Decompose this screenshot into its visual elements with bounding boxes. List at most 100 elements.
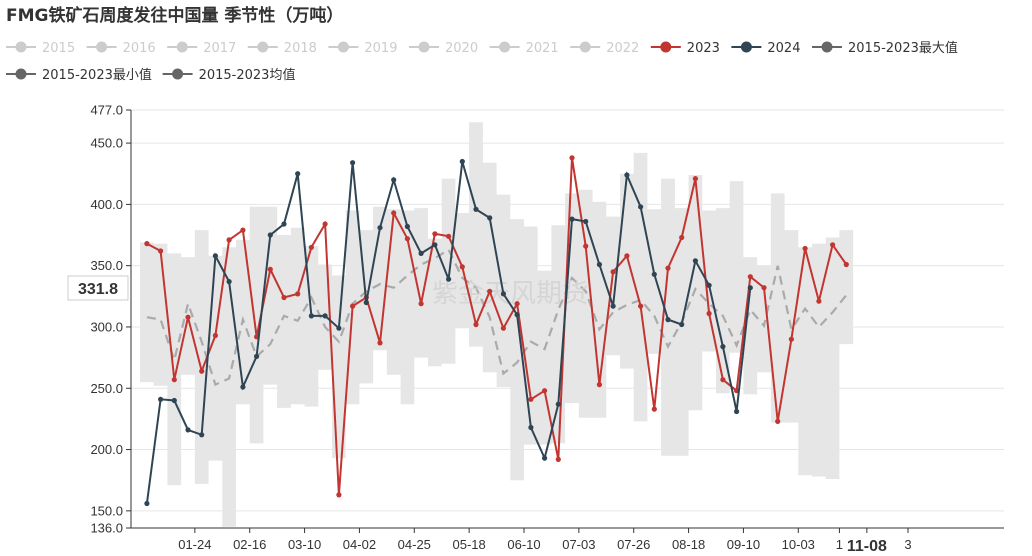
series-2023-point[interactable] bbox=[692, 176, 699, 182]
series-2024-point[interactable] bbox=[363, 299, 369, 306]
legend-item-2019[interactable]: 2019 bbox=[328, 41, 397, 56]
series-2023-point[interactable] bbox=[569, 155, 575, 161]
series-2023-point[interactable] bbox=[843, 261, 849, 268]
series-2023-point[interactable] bbox=[308, 244, 314, 250]
series-2023-point[interactable] bbox=[459, 264, 465, 270]
series-2023-point[interactable] bbox=[528, 396, 534, 402]
series-2024-point[interactable] bbox=[308, 313, 314, 319]
series-2023-point[interactable] bbox=[336, 492, 342, 498]
series-2023-point[interactable] bbox=[638, 303, 644, 309]
series-2023-point[interactable] bbox=[555, 456, 561, 462]
series-2024-point[interactable] bbox=[459, 158, 465, 165]
series-2024-point[interactable] bbox=[185, 427, 191, 433]
series-2023-point[interactable] bbox=[350, 303, 356, 309]
series-2024-point[interactable] bbox=[158, 396, 164, 402]
series-2023-point[interactable] bbox=[432, 231, 438, 237]
series-2024-point[interactable] bbox=[542, 455, 548, 461]
series-2023-point[interactable] bbox=[473, 321, 479, 328]
series-2024-point[interactable] bbox=[528, 424, 534, 431]
series-2023-point[interactable] bbox=[377, 340, 383, 346]
series-2024-point[interactable] bbox=[679, 321, 685, 328]
legend-item-2015-2023均值[interactable]: 2015-2023均值 bbox=[162, 67, 296, 83]
series-2024-point[interactable] bbox=[514, 312, 520, 318]
series-2023-point[interactable] bbox=[226, 237, 232, 243]
series-2024-point[interactable] bbox=[500, 291, 506, 297]
series-2024-point[interactable] bbox=[487, 215, 493, 221]
series-2023-point[interactable] bbox=[404, 236, 410, 242]
legend-item-2015[interactable]: 2015 bbox=[6, 41, 75, 56]
series-2023-point[interactable] bbox=[144, 241, 150, 247]
series-2023-point[interactable] bbox=[212, 332, 218, 339]
legend-item-2023[interactable]: 2023 bbox=[650, 41, 720, 56]
series-2023-point[interactable] bbox=[747, 274, 753, 280]
series-2023-point[interactable] bbox=[446, 233, 452, 239]
series-2023-point[interactable] bbox=[295, 291, 301, 297]
legend-item-2021[interactable]: 2021 bbox=[489, 41, 559, 56]
series-2024-point[interactable] bbox=[473, 206, 479, 212]
series-2024-point[interactable] bbox=[254, 353, 260, 359]
series-2024-point[interactable] bbox=[432, 242, 438, 248]
series-2023-point[interactable] bbox=[651, 406, 657, 412]
series-2023-point[interactable] bbox=[788, 336, 795, 342]
series-2024-point[interactable] bbox=[583, 218, 589, 225]
series-2024-point[interactable] bbox=[624, 172, 630, 178]
series-2023-point[interactable] bbox=[816, 298, 822, 304]
legend-item-2024[interactable]: 2024 bbox=[731, 41, 800, 56]
series-2024-point[interactable] bbox=[596, 261, 603, 268]
series-2024-point[interactable] bbox=[734, 408, 740, 415]
series-2024-point[interactable] bbox=[240, 384, 246, 390]
series-2024-point[interactable] bbox=[555, 401, 561, 407]
legend-item-2022[interactable]: 2022 bbox=[570, 41, 639, 56]
series-2024-point[interactable] bbox=[281, 221, 287, 227]
series-2023-point[interactable] bbox=[802, 245, 808, 252]
legend-item-2017[interactable]: 2017 bbox=[167, 41, 236, 56]
series-2023-point[interactable] bbox=[665, 265, 671, 271]
series-2023-point[interactable] bbox=[171, 377, 177, 383]
series-2024-point[interactable] bbox=[747, 285, 753, 291]
series-2023-point[interactable] bbox=[830, 242, 836, 248]
series-2023-point[interactable] bbox=[583, 243, 589, 249]
series-2023-point[interactable] bbox=[610, 269, 616, 275]
series-2023-point[interactable] bbox=[391, 210, 397, 216]
series-2023-point[interactable] bbox=[240, 227, 246, 233]
series-2023-point[interactable] bbox=[720, 377, 726, 383]
series-2024-point[interactable] bbox=[212, 253, 218, 259]
series-2023-point[interactable] bbox=[596, 382, 603, 388]
series-2024-point[interactable] bbox=[706, 282, 712, 288]
series-2023-point[interactable] bbox=[679, 234, 685, 241]
series-2024-point[interactable] bbox=[692, 258, 699, 264]
series-2023-point[interactable] bbox=[185, 314, 191, 320]
legend-item-2020[interactable]: 2020 bbox=[409, 41, 478, 56]
series-2024-point[interactable] bbox=[336, 325, 342, 331]
series-2024-point[interactable] bbox=[418, 250, 424, 256]
series-2023-point[interactable] bbox=[487, 288, 493, 294]
series-2024-point[interactable] bbox=[199, 432, 205, 438]
legend-item-2016[interactable]: 2016 bbox=[86, 41, 156, 56]
series-2024-point[interactable] bbox=[391, 177, 397, 183]
series-2024-point[interactable] bbox=[638, 204, 644, 210]
series-2023-point[interactable] bbox=[322, 221, 328, 227]
series-2023-point[interactable] bbox=[418, 301, 424, 307]
series-2023-point[interactable] bbox=[761, 285, 767, 291]
legend-item-2015-2023最小值[interactable]: 2015-2023最小值 bbox=[6, 67, 152, 83]
series-2023-point[interactable] bbox=[624, 253, 630, 259]
series-2024-point[interactable] bbox=[651, 271, 657, 277]
legend-item-2015-2023最大值[interactable]: 2015-2023最大值 bbox=[812, 40, 958, 56]
series-2023-point[interactable] bbox=[514, 301, 520, 307]
series-2023-point[interactable] bbox=[706, 310, 712, 317]
series-2023-point[interactable] bbox=[542, 388, 548, 394]
series-2024-point[interactable] bbox=[144, 500, 150, 507]
series-2023-point[interactable] bbox=[281, 294, 287, 301]
legend-item-2018[interactable]: 2018 bbox=[247, 41, 317, 56]
series-2023-point[interactable] bbox=[500, 325, 506, 331]
series-2023-point[interactable] bbox=[775, 418, 781, 424]
series-2024-point[interactable] bbox=[171, 397, 177, 404]
series-2023-point[interactable] bbox=[267, 266, 273, 272]
series-2024-point[interactable] bbox=[350, 160, 356, 166]
series-2024-point[interactable] bbox=[404, 223, 410, 230]
series-2024-point[interactable] bbox=[295, 171, 301, 177]
series-2024-point[interactable] bbox=[267, 232, 273, 238]
series-2024-point[interactable] bbox=[610, 303, 616, 309]
series-2024-point[interactable] bbox=[377, 225, 383, 231]
series-2024-point[interactable] bbox=[569, 216, 575, 222]
